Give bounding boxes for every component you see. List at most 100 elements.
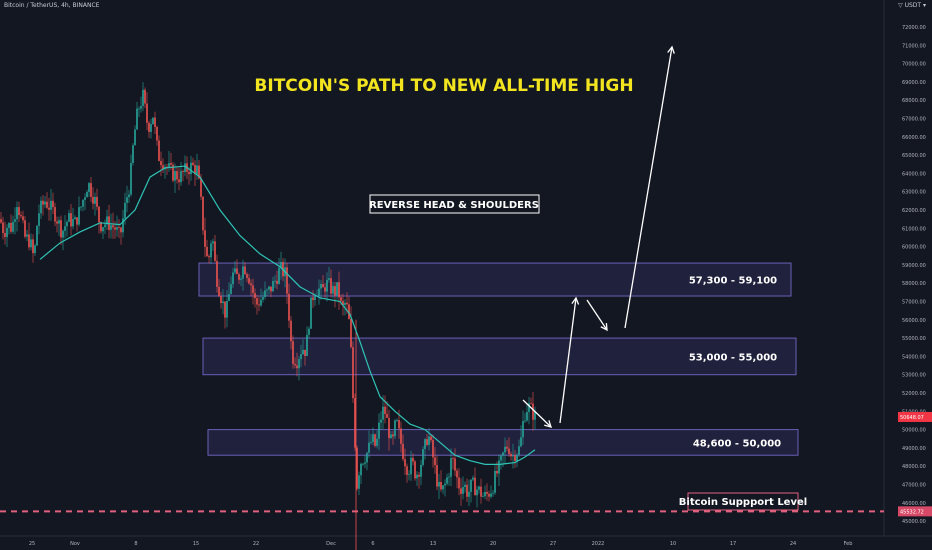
candle-body[interactable]: [70, 213, 72, 227]
candle-body[interactable]: [50, 200, 52, 210]
candle-body[interactable]: [190, 162, 192, 175]
candle-body[interactable]: [258, 304, 260, 306]
candle-body[interactable]: [168, 163, 170, 167]
candle-body[interactable]: [362, 463, 364, 465]
candle-body[interactable]: [234, 268, 236, 273]
time-axis-tick[interactable]: 27: [550, 541, 556, 547]
candle-body[interactable]: [460, 488, 462, 494]
candle-body[interactable]: [302, 349, 304, 355]
candle-body[interactable]: [296, 365, 298, 369]
time-axis-tick[interactable]: Feb: [844, 541, 853, 547]
candle-body[interactable]: [0, 219, 2, 223]
candle-body[interactable]: [266, 289, 268, 291]
candle-body[interactable]: [522, 421, 524, 438]
candle-body[interactable]: [392, 434, 394, 437]
candle-body[interactable]: [88, 183, 90, 192]
candle-body[interactable]: [116, 227, 118, 230]
price-axis-tick[interactable]: 67000.00: [902, 117, 926, 123]
time-axis-tick[interactable]: 25: [29, 541, 35, 547]
candle-body[interactable]: [300, 354, 302, 360]
candle-body[interactable]: [136, 108, 138, 130]
candle-body[interactable]: [474, 477, 476, 496]
candle-body[interactable]: [406, 466, 408, 475]
price-axis-tick[interactable]: 46000.00: [902, 501, 926, 507]
candle-body[interactable]: [80, 206, 82, 208]
candle-body[interactable]: [508, 448, 510, 455]
candle-body[interactable]: [246, 274, 248, 279]
candle-body[interactable]: [286, 267, 288, 294]
candle-body[interactable]: [442, 485, 444, 490]
time-axis-tick[interactable]: 10: [670, 541, 676, 547]
candle-body[interactable]: [12, 221, 14, 232]
candle-body[interactable]: [384, 406, 386, 414]
candle-body[interactable]: [252, 285, 254, 294]
candle-body[interactable]: [398, 420, 400, 429]
candle-body[interactable]: [244, 266, 246, 275]
candle-body[interactable]: [40, 200, 42, 214]
candle-body[interactable]: [210, 243, 212, 258]
candle-body[interactable]: [264, 290, 266, 297]
candle-body[interactable]: [198, 165, 200, 179]
candle-body[interactable]: [414, 461, 416, 479]
candle-body[interactable]: [100, 222, 102, 232]
candle-body[interactable]: [378, 422, 380, 439]
candle-body[interactable]: [28, 234, 30, 248]
candle-body[interactable]: [470, 479, 472, 492]
price-axis-tick[interactable]: 66000.00: [902, 135, 926, 141]
candle-body[interactable]: [494, 470, 496, 493]
candle-body[interactable]: [66, 221, 68, 227]
candle-body[interactable]: [214, 241, 216, 261]
candle-body[interactable]: [402, 443, 404, 460]
candle-body[interactable]: [418, 474, 420, 477]
candle-body[interactable]: [458, 477, 460, 489]
candle-body[interactable]: [90, 183, 92, 197]
candle-body[interactable]: [162, 165, 164, 170]
support-price-tag[interactable]: [898, 506, 932, 517]
candle-body[interactable]: [170, 163, 172, 165]
candle-body[interactable]: [248, 278, 250, 284]
candle-body[interactable]: [476, 489, 478, 496]
candle-body[interactable]: [298, 359, 300, 369]
candle-body[interactable]: [72, 219, 74, 227]
candle-body[interactable]: [92, 196, 94, 204]
candle-body[interactable]: [94, 196, 96, 204]
candle-body[interactable]: [288, 293, 290, 321]
candle-body[interactable]: [332, 286, 334, 294]
candle-body[interactable]: [372, 434, 374, 442]
candle-body[interactable]: [278, 267, 280, 284]
candle-body[interactable]: [532, 403, 534, 420]
symbol-label[interactable]: Bitcoin / TetherUS, 4h, BINANCE: [4, 2, 100, 9]
candle-body[interactable]: [524, 420, 526, 422]
price-zone[interactable]: [202, 337, 797, 376]
candle-body[interactable]: [14, 219, 16, 222]
candle-body[interactable]: [46, 201, 48, 208]
candle-body[interactable]: [512, 455, 514, 457]
candle-body[interactable]: [528, 403, 530, 413]
candle-body[interactable]: [144, 89, 146, 104]
candle-body[interactable]: [242, 266, 244, 279]
candle-body[interactable]: [416, 474, 418, 479]
price-axis-tick[interactable]: 61000.00: [902, 226, 926, 232]
candle-body[interactable]: [336, 282, 338, 296]
candle-body[interactable]: [240, 278, 242, 280]
candle-body[interactable]: [408, 474, 410, 476]
candle-body[interactable]: [206, 246, 208, 257]
candle-body[interactable]: [104, 224, 106, 228]
candle-body[interactable]: [140, 106, 142, 109]
candle-body[interactable]: [256, 298, 258, 305]
candle-body[interactable]: [130, 163, 132, 195]
candle-body[interactable]: [514, 455, 516, 462]
candle-body[interactable]: [238, 274, 240, 280]
candle-body[interactable]: [112, 225, 114, 228]
price-axis-tick[interactable]: 58000.00: [902, 281, 926, 287]
candle-body[interactable]: [138, 108, 140, 110]
candle-body[interactable]: [338, 282, 340, 298]
candle-body[interactable]: [152, 117, 154, 125]
time-axis-tick[interactable]: 20: [490, 541, 496, 547]
candle-body[interactable]: [464, 484, 466, 488]
candle-body[interactable]: [188, 171, 190, 175]
candle-body[interactable]: [490, 493, 492, 497]
candle-body[interactable]: [146, 103, 148, 123]
candle-body[interactable]: [208, 256, 210, 258]
candle-body[interactable]: [534, 411, 536, 420]
